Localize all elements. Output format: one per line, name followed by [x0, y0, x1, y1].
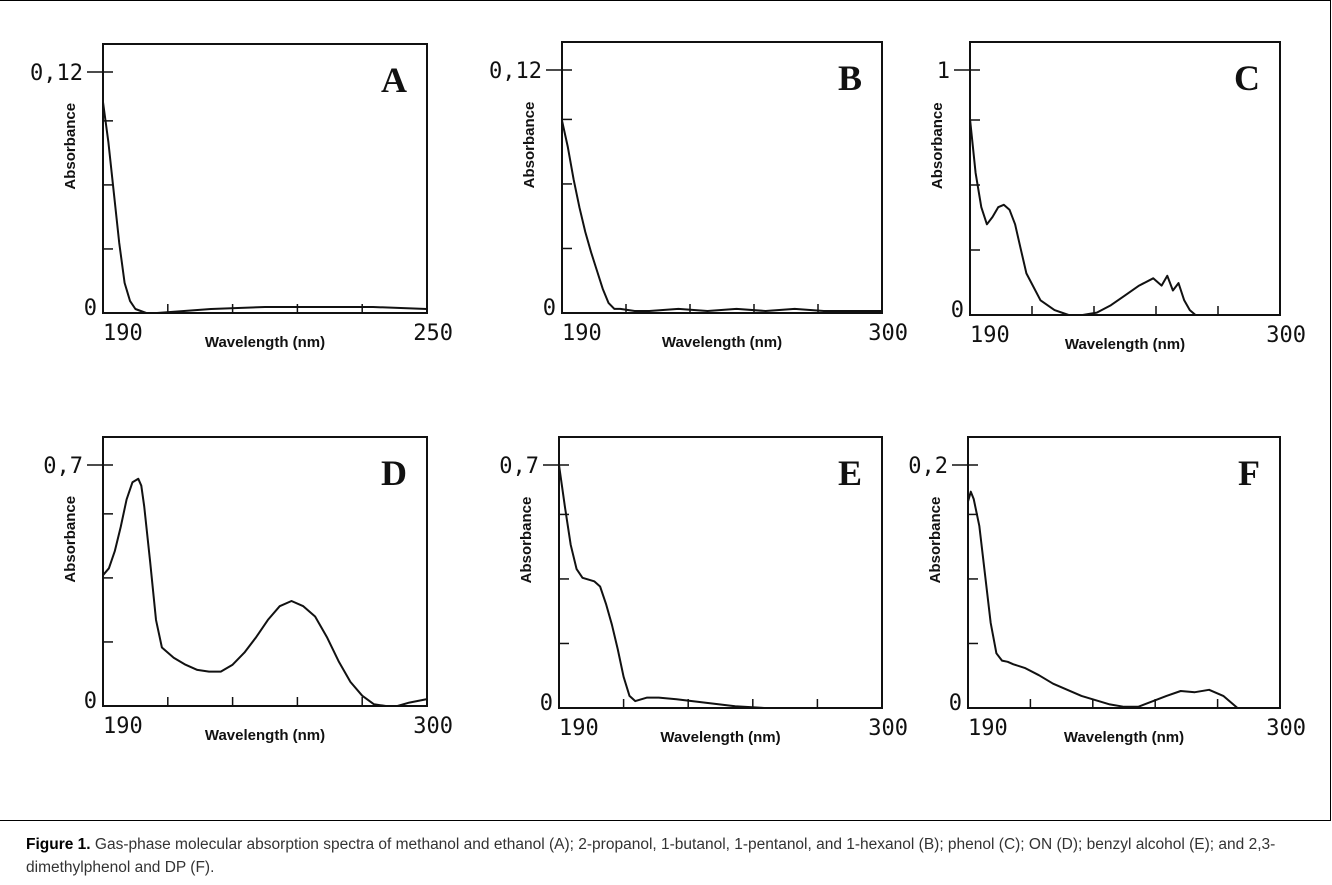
x-tick-label-max-b: 300 — [868, 321, 908, 346]
panel-letter-a: A — [381, 60, 407, 100]
x-tick-label-min-b: 190 — [562, 321, 602, 346]
x-tick-label-max-d: 300 — [413, 714, 453, 739]
x-tick-label-max-f: 300 — [1266, 716, 1306, 741]
y-tick-label-max-a: 0,12 — [30, 61, 83, 86]
y-axis-title-a: Absorbance — [62, 103, 79, 190]
y-axis-title-c: Absorbance — [929, 102, 946, 189]
y-tick-label-min-f: 0 — [949, 691, 962, 716]
x-axis-title-b: Wavelength (nm) — [662, 334, 782, 351]
x-tick-label-min-c: 190 — [970, 323, 1010, 348]
figure-caption: Figure 1. Gas-phase molecular absorption… — [26, 833, 1316, 879]
spectrum-line-e — [558, 464, 882, 709]
y-tick-label-max-c: 1 — [937, 59, 950, 84]
y-tick-label-max-d: 0,7 — [43, 454, 83, 479]
x-tick-label-max-e: 300 — [868, 716, 908, 741]
y-axis-title-b: Absorbance — [521, 102, 538, 189]
x-tick-label-max-a: 250 — [413, 321, 453, 346]
panel-letter-f: F — [1238, 453, 1260, 493]
y-axis-title-d: Absorbance — [62, 496, 79, 583]
x-tick-label-min-a: 190 — [103, 321, 143, 346]
plot-frame-e — [558, 436, 883, 709]
x-axis-title-c: Wavelength (nm) — [1065, 336, 1185, 353]
panel-letter-e: E — [838, 453, 862, 493]
caption-text: Gas-phase molecular absorption spectra o… — [26, 836, 1276, 876]
y-tick-label-max-e: 0,7 — [499, 454, 539, 479]
panel-letter-c: C — [1234, 58, 1260, 98]
y-tick-label-max-b: 0,12 — [489, 59, 542, 84]
y-axis-title-e: Absorbance — [518, 497, 535, 584]
plot-frame-f — [967, 436, 1281, 709]
plot-frame-d — [102, 436, 428, 707]
y-tick-label-min-b: 0 — [543, 296, 556, 321]
y-tick-label-min-d: 0 — [84, 689, 97, 714]
spectrum-line-a — [102, 101, 428, 314]
x-tick-label-max-c: 300 — [1266, 323, 1306, 348]
x-tick-label-min-d: 190 — [103, 714, 143, 739]
x-tick-label-min-e: 190 — [559, 716, 599, 741]
y-tick-label-min-c: 0 — [951, 298, 964, 323]
y-tick-label-min-e: 0 — [540, 691, 553, 716]
x-axis-title-e: Wavelength (nm) — [660, 729, 780, 746]
figure-frame — [0, 0, 1331, 821]
spectrum-line-d — [102, 477, 428, 707]
caption-label: Figure 1. — [26, 836, 91, 853]
plot-frame-c — [969, 41, 1281, 316]
panel-letter-b: B — [838, 58, 862, 98]
x-axis-title-f: Wavelength (nm) — [1064, 729, 1184, 746]
x-axis-title-a: Wavelength (nm) — [205, 334, 325, 351]
plot-frame-a — [102, 43, 428, 314]
y-tick-label-min-a: 0 — [84, 296, 97, 321]
spectrum-line-f — [967, 490, 1280, 709]
panel-letter-d: D — [381, 453, 407, 493]
x-axis-title-d: Wavelength (nm) — [205, 727, 325, 744]
spectrum-line-c — [969, 118, 1280, 316]
spectrum-line-b — [561, 120, 882, 312]
plot-frame-b — [561, 41, 883, 314]
y-axis-title-f: Absorbance — [927, 497, 944, 584]
y-tick-label-max-f: 0,2 — [908, 454, 948, 479]
x-tick-label-min-f: 190 — [968, 716, 1008, 741]
